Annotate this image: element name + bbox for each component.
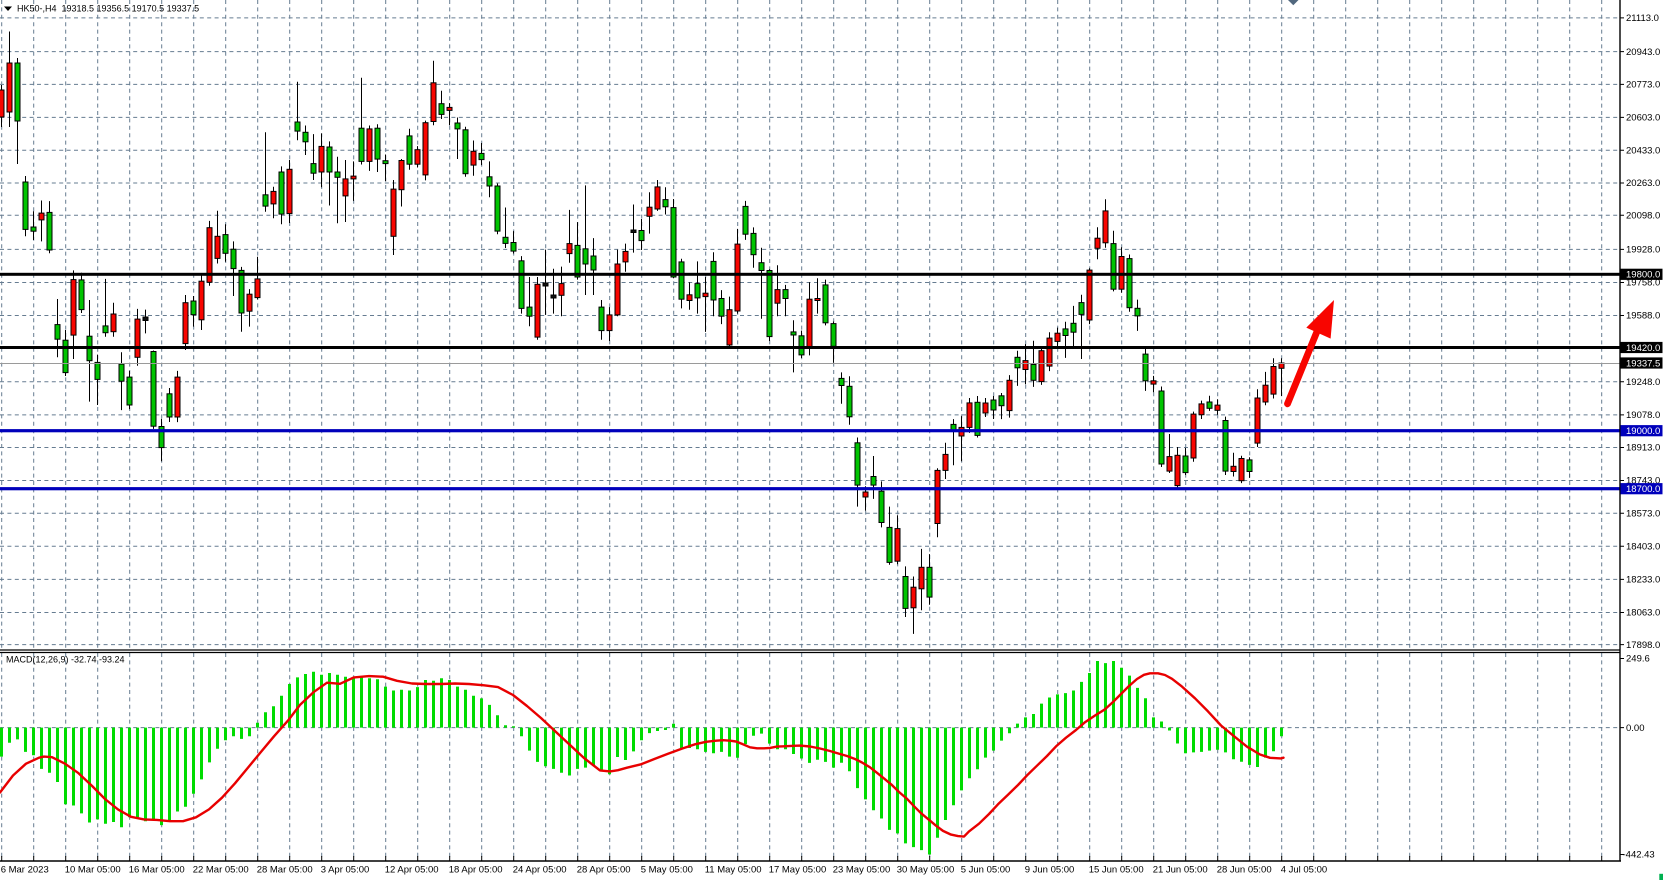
svg-text:19000.0: 19000.0 <box>1626 426 1660 437</box>
svg-text:6 Mar 2023: 6 Mar 2023 <box>1 865 49 876</box>
svg-text:18 Apr 05:00: 18 Apr 05:00 <box>449 865 503 876</box>
svg-text:24 Apr 05:00: 24 Apr 05:00 <box>513 865 567 876</box>
svg-text:19337.5: 19337.5 <box>1626 358 1660 369</box>
svg-text:17898.0: 17898.0 <box>1626 640 1660 651</box>
svg-text:19248.0: 19248.0 <box>1626 377 1660 388</box>
svg-text:23 May 05:00: 23 May 05:00 <box>833 865 891 876</box>
svg-text:3 Apr 05:00: 3 Apr 05:00 <box>321 865 370 876</box>
svg-text:18573.0: 18573.0 <box>1626 508 1660 519</box>
svg-text:19078.0: 19078.0 <box>1626 410 1660 421</box>
svg-text:20263.0: 20263.0 <box>1626 178 1660 189</box>
svg-text:18743.0: 18743.0 <box>1626 476 1660 487</box>
svg-text:9 Jun 05:00: 9 Jun 05:00 <box>1025 865 1075 876</box>
svg-text:18403.0: 18403.0 <box>1626 542 1660 553</box>
svg-text:5 May 05:00: 5 May 05:00 <box>641 865 693 876</box>
svg-text:19588.0: 19588.0 <box>1626 311 1660 322</box>
svg-text:20943.0: 20943.0 <box>1626 47 1660 58</box>
svg-text:18913.0: 18913.0 <box>1626 443 1660 454</box>
svg-text:21 Jun 05:00: 21 Jun 05:00 <box>1153 865 1208 876</box>
svg-text:19928.0: 19928.0 <box>1626 245 1660 256</box>
svg-text:249.6: 249.6 <box>1626 654 1650 665</box>
svg-text:-442.43: -442.43 <box>1623 850 1655 861</box>
svg-text:15 Jun 05:00: 15 Jun 05:00 <box>1089 865 1144 876</box>
svg-text:MACD(12,26,9) -32.74 -93.24: MACD(12,26,9) -32.74 -93.24 <box>6 655 125 665</box>
svg-text:HK50-,H4 19318.5 19356.5 1917: HK50-,H4 19318.5 19356.5 19170.5 19337.5 <box>17 4 199 14</box>
svg-text:19420.0: 19420.0 <box>1626 343 1660 354</box>
svg-text:18233.0: 18233.0 <box>1626 575 1660 586</box>
svg-text:20773.0: 20773.0 <box>1626 80 1660 91</box>
svg-text:17 May 05:00: 17 May 05:00 <box>769 865 827 876</box>
svg-text:11 May 05:00: 11 May 05:00 <box>705 865 762 876</box>
svg-text:4 Jul 05:00: 4 Jul 05:00 <box>1281 865 1327 876</box>
svg-text:5 Jun 05:00: 5 Jun 05:00 <box>961 865 1011 876</box>
svg-text:19800.0: 19800.0 <box>1626 270 1660 281</box>
svg-text:20433.0: 20433.0 <box>1626 145 1660 156</box>
svg-text:18063.0: 18063.0 <box>1626 608 1660 619</box>
svg-text:20098.0: 20098.0 <box>1626 210 1660 221</box>
svg-text:12 Apr 05:00: 12 Apr 05:00 <box>385 865 439 876</box>
svg-text:18700.0: 18700.0 <box>1626 484 1660 495</box>
svg-text:0.00: 0.00 <box>1626 723 1645 734</box>
svg-text:19758.0: 19758.0 <box>1626 278 1660 289</box>
svg-text:22 Mar 05:00: 22 Mar 05:00 <box>193 865 249 876</box>
svg-text:20603.0: 20603.0 <box>1626 113 1660 124</box>
svg-text:10 Mar 05:00: 10 Mar 05:00 <box>65 865 121 876</box>
svg-text:28 Jun 05:00: 28 Jun 05:00 <box>1217 865 1272 876</box>
svg-text:16 Mar 05:00: 16 Mar 05:00 <box>129 865 185 876</box>
svg-text:28 Apr 05:00: 28 Apr 05:00 <box>577 865 631 876</box>
svg-text:30 May 05:00: 30 May 05:00 <box>897 865 955 876</box>
svg-text:21113.0: 21113.0 <box>1626 13 1659 24</box>
svg-text:28 Mar 05:00: 28 Mar 05:00 <box>257 865 313 876</box>
